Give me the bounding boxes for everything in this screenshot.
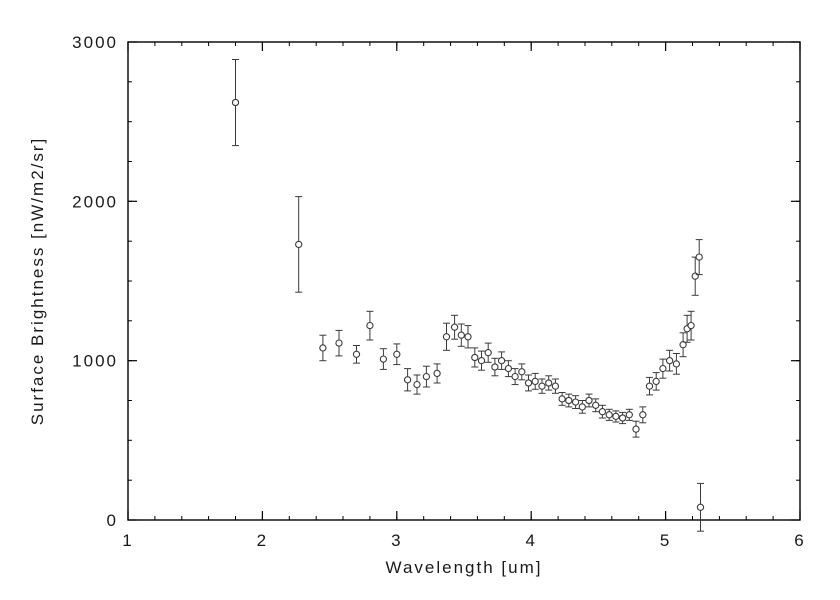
svg-text:4: 4	[525, 531, 536, 550]
svg-text:6: 6	[794, 531, 805, 550]
x-axis-label: Wavelength [um]	[385, 558, 543, 577]
svg-text:3: 3	[391, 531, 402, 550]
svg-text:2000: 2000	[72, 192, 118, 211]
svg-text:1: 1	[122, 531, 133, 550]
svg-text:1000: 1000	[72, 352, 118, 371]
svg-text:2: 2	[257, 531, 268, 550]
svg-text:0: 0	[107, 511, 118, 530]
y-axis-label: Surface Brightness [nW/m2/sr]	[28, 136, 47, 426]
svg-text:5: 5	[660, 531, 671, 550]
svg-text:3000: 3000	[72, 33, 118, 52]
